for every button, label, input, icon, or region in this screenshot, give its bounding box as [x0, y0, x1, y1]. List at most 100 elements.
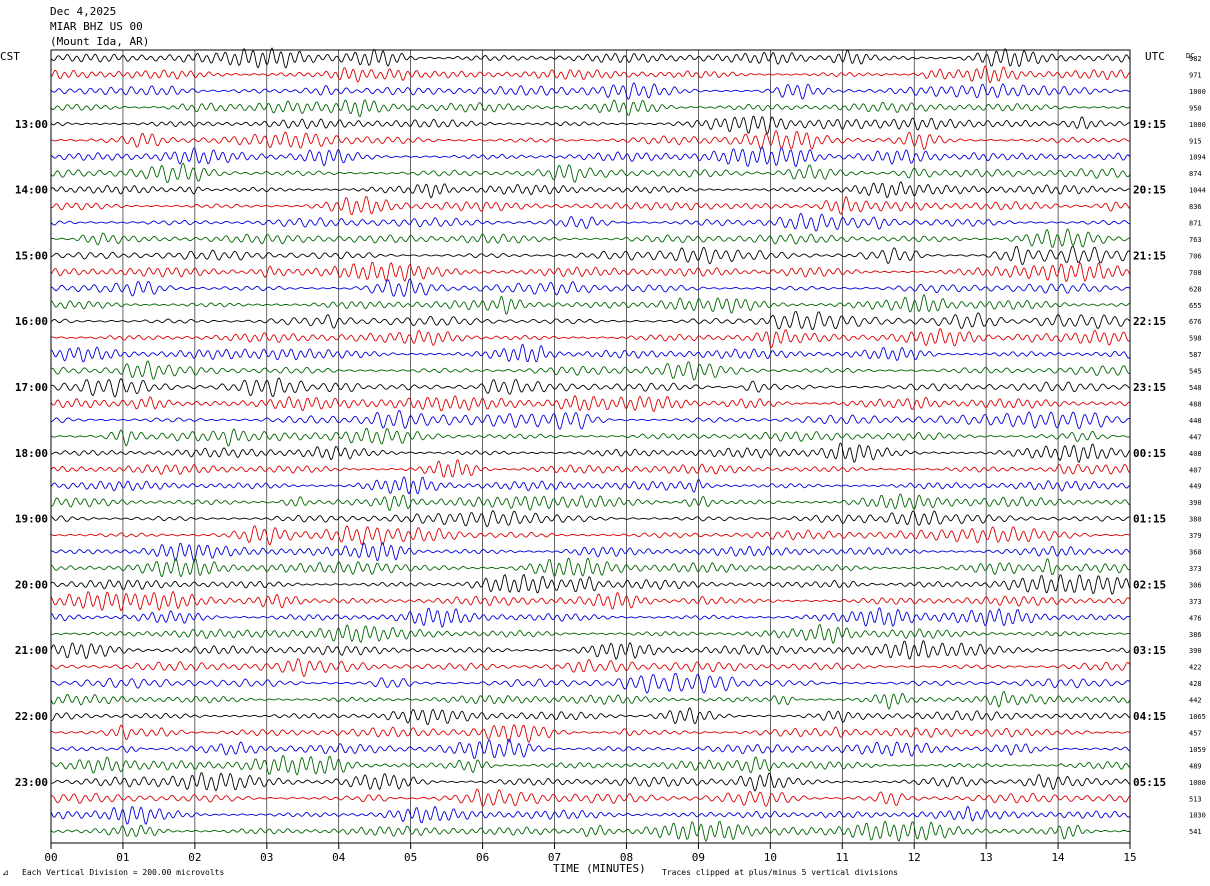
trace-line	[50, 328, 1131, 349]
right-hour-label: 02:15	[1133, 578, 1166, 591]
trace-line	[50, 557, 1131, 578]
trace-line	[50, 525, 1131, 546]
trace-line	[50, 723, 1131, 744]
right-hour-label: 04:15	[1133, 710, 1166, 723]
right-hour-label: 21:15	[1133, 249, 1166, 262]
trace-line	[50, 145, 1131, 168]
dc-offset-value: 1000	[1189, 779, 1206, 787]
dc-offset-value: 763	[1189, 236, 1202, 244]
trace-line	[50, 509, 1131, 528]
dc-offset-value: 1000	[1189, 121, 1206, 129]
plot-date: Dec 4,2025	[50, 5, 117, 18]
dc-offset-value: 513	[1189, 795, 1202, 803]
right-hour-labels: 19:15 20:15 21:15 22:15 23:15 00:15 01:15 02:15…	[1133, 118, 1166, 789]
left-hour-label: 21:00	[15, 644, 48, 657]
trace-line	[50, 212, 1131, 232]
dc-offset-value: 373	[1189, 565, 1202, 573]
trace-line	[50, 805, 1131, 826]
dc-offset-value: 1000	[1189, 88, 1206, 96]
left-hour-label: 19:00	[15, 513, 48, 526]
dc-offset-value: 449	[1189, 483, 1202, 491]
dc-offset-value: 447	[1189, 433, 1202, 441]
dc-offset-value: 422	[1189, 664, 1202, 672]
time-grid	[122, 50, 1059, 843]
dc-offset-value: 1030	[1189, 812, 1206, 820]
trace-line	[50, 754, 1131, 776]
dc-offset-value: 971	[1189, 71, 1202, 79]
dc-offset-value: 982	[1189, 55, 1202, 63]
dc-offset-value: 1044	[1189, 187, 1206, 195]
x-tick-label: 06	[476, 851, 489, 864]
dc-offset-value: 457	[1189, 729, 1202, 737]
dc-offset-value: 489	[1189, 762, 1202, 770]
trace-line	[50, 278, 1131, 298]
left-hour-label: 17:00	[15, 381, 48, 394]
trace-line	[50, 261, 1131, 282]
dc-offset-value: 488	[1189, 400, 1202, 408]
trace-line	[50, 640, 1131, 660]
trace-line	[50, 344, 1131, 363]
right-hour-label: 01:15	[1133, 513, 1166, 526]
station-code: MIAR BHZ US 00	[50, 20, 143, 33]
right-hour-label: 20:15	[1133, 184, 1166, 197]
trace-line	[50, 690, 1131, 710]
dc-offset-value: 442	[1189, 697, 1202, 705]
x-axis-title: TIME (MINUTES)	[553, 862, 646, 875]
trace-line	[50, 623, 1131, 645]
x-tick-label: 13	[980, 851, 993, 864]
dc-offset-value: 390	[1189, 499, 1202, 507]
trace-line	[50, 788, 1131, 808]
x-tick-label: 08	[620, 851, 633, 864]
dc-offset-value: 548	[1189, 384, 1202, 392]
trace-line	[50, 130, 1131, 151]
x-tick-label: 11	[836, 851, 849, 864]
left-hour-label: 15:00	[15, 249, 48, 262]
x-tick-label: 12	[908, 851, 921, 864]
trace-line	[50, 493, 1131, 511]
right-timezone-label: UTC	[1145, 50, 1165, 63]
dc-offset-value: 915	[1189, 137, 1202, 145]
left-hour-label: 23:00	[15, 776, 48, 789]
dc-offset-value: 368	[1189, 549, 1202, 557]
trace-line	[50, 116, 1131, 135]
dc-offset-value: 836	[1189, 203, 1202, 211]
right-hour-label: 22:15	[1133, 315, 1166, 328]
trace-line	[50, 293, 1131, 315]
trace-line	[50, 377, 1131, 398]
trace-line	[50, 672, 1131, 694]
dc-column-header: DC	[1186, 52, 1194, 60]
dc-offset-value: 407	[1189, 466, 1202, 474]
right-hour-label: 23:15	[1133, 381, 1166, 394]
dc-offset-value: 708	[1189, 269, 1202, 277]
trace-line	[50, 542, 1131, 562]
x-tick-label: 15	[1123, 851, 1136, 864]
trace-line	[50, 245, 1131, 265]
trace-line	[50, 181, 1131, 199]
dc-offset-value: 950	[1189, 104, 1202, 112]
clip-note: Traces clipped at plus/minus 5 vertical …	[662, 868, 899, 877]
footer-corner-glyph: ⊿	[2, 868, 9, 877]
trace-line	[50, 590, 1131, 612]
station-location: (Mount Ida, AR)	[50, 35, 150, 48]
x-tick-label: 05	[404, 851, 417, 864]
dc-offset-value: 655	[1189, 302, 1202, 310]
trace-line	[50, 459, 1131, 478]
trace-line	[50, 475, 1131, 495]
left-timezone-label: CST	[0, 50, 20, 63]
dc-offset-labels: 982 971 1000 950 1000 915 1094 874 1044 836 871 763…	[1189, 55, 1206, 836]
plot-frame	[50, 49, 1131, 844]
trace-line	[50, 772, 1131, 792]
trace-line	[50, 707, 1131, 726]
left-hour-label: 14:00	[15, 184, 48, 197]
dc-offset-value: 1094	[1189, 154, 1206, 162]
dc-offset-value: 380	[1189, 516, 1202, 524]
right-hour-label: 00:15	[1133, 447, 1166, 460]
dc-offset-value: 541	[1189, 828, 1202, 836]
x-tick-label: 14	[1051, 851, 1065, 864]
trace-line	[50, 658, 1131, 678]
dc-offset-value: 587	[1189, 351, 1202, 359]
right-hour-label: 19:15	[1133, 118, 1166, 131]
left-hour-label: 22:00	[15, 710, 48, 723]
dc-offset-value: 448	[1189, 417, 1202, 425]
